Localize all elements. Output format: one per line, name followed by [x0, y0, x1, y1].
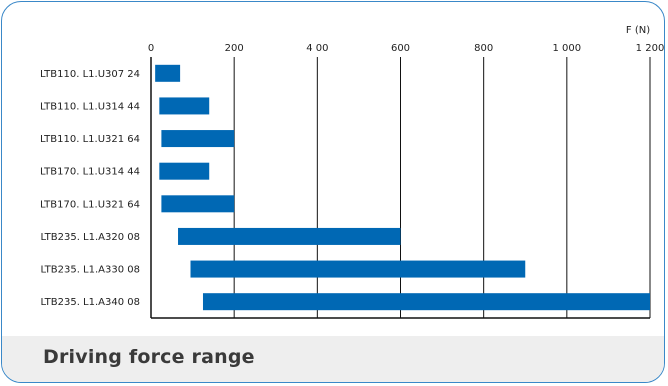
category-label-2: LTB110. L1.U321 64 — [40, 134, 140, 145]
category-label-0: LTB110. L1.U307 24 — [40, 69, 140, 80]
chart-caption: Driving force range — [43, 346, 255, 368]
x-tick-label-1: 200 — [225, 43, 244, 54]
x-tick-label-0: 0 — [148, 43, 154, 54]
bar-7 — [202, 293, 650, 311]
bar-4 — [161, 195, 235, 213]
category-label-4: LTB170. L1.U321 64 — [40, 199, 140, 210]
bar-5 — [178, 227, 401, 245]
bar-6 — [190, 260, 526, 278]
bar-0 — [155, 64, 181, 82]
x-tick-label-6: 1 200 — [636, 43, 665, 54]
chart-canvas: 0 200 4 00 600 800 1 000 1 200 F (N) LTB110. L1.… — [40, 25, 665, 319]
bar-3 — [159, 162, 210, 180]
bar-2 — [161, 130, 235, 148]
category-label-5: LTB235. L1.A320 08 — [40, 232, 140, 243]
x-tick-label-2: 4 00 — [306, 43, 328, 54]
category-label-6: LTB235. L1.A330 08 — [40, 265, 140, 276]
category-label-1: LTB110. L1.U314 44 — [40, 101, 140, 112]
bar-1 — [159, 97, 210, 115]
x-axis-label: F (N) — [626, 25, 650, 36]
category-label-3: LTB170. L1.U314 44 — [40, 167, 140, 178]
x-tick-label-4: 800 — [474, 43, 493, 54]
category-label-7: LTB235. L1.A340 08 — [40, 297, 140, 308]
x-tick-label-3: 600 — [391, 43, 410, 54]
x-tick-label-5: 1 000 — [553, 43, 582, 54]
caption-band — [2, 336, 664, 382]
